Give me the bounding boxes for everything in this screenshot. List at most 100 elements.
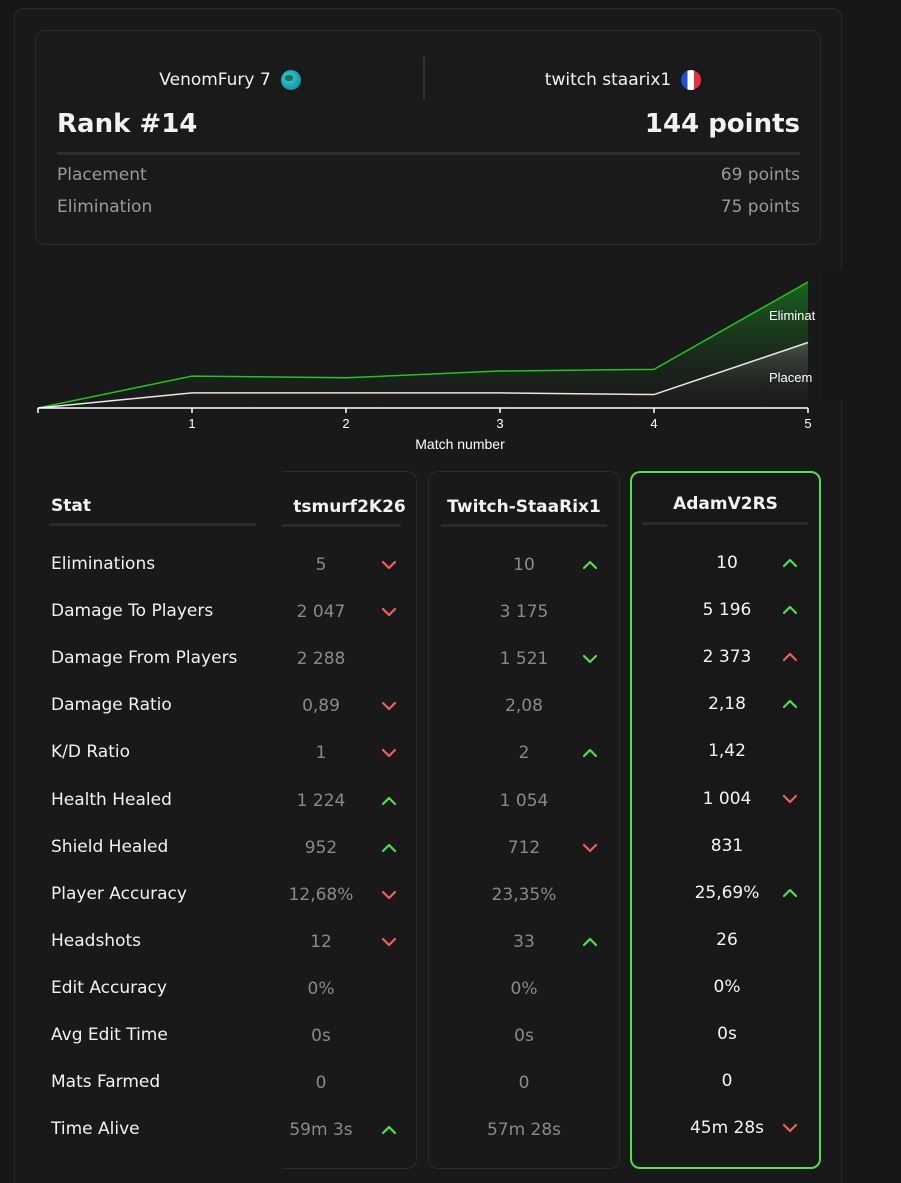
- stat-label: Time Alive: [51, 1119, 140, 1140]
- player-2[interactable]: twitch staarix1: [424, 65, 822, 95]
- stat-label: Headshots: [51, 930, 142, 951]
- stat-label: Shield Healed: [51, 836, 169, 857]
- player-1[interactable]: VenomFury 7: [36, 65, 424, 95]
- rank-summary-card: VenomFury 7 twitch staarix1 Rank #14 144…: [35, 30, 821, 245]
- header-rule: [49, 523, 256, 526]
- stat-header: Stat: [51, 496, 91, 516]
- stat-label: Player Accuracy: [51, 883, 187, 904]
- trend-up-icon: [382, 796, 396, 806]
- stat-value: 2,18: [708, 694, 746, 715]
- stat-label: K/D Ratio: [51, 742, 131, 763]
- header-rule: [282, 524, 401, 527]
- stat-value: 10: [513, 555, 535, 575]
- divider: [57, 152, 800, 155]
- series-area-1: [38, 342, 808, 408]
- stat-value: 33: [513, 931, 535, 952]
- stat-value: 0: [721, 1071, 733, 1092]
- stat-value: 0,89: [302, 696, 340, 717]
- player-column-1: tsmurf2K26 5 2 047 2 288 0,89 1 1 224 952 12,68…: [282, 471, 417, 1169]
- trend-up-icon: [382, 1125, 396, 1135]
- stat-label: Damage From Players: [51, 648, 238, 669]
- stat-value: 23,35%: [491, 884, 557, 905]
- stat-value: 1 004: [702, 788, 752, 809]
- stat-value: 59m 3s: [289, 1120, 353, 1141]
- player-2-name: twitch staarix1: [544, 70, 672, 90]
- trend-down-icon: [382, 560, 396, 570]
- column-header-3: AdamV2RS: [673, 494, 778, 514]
- stat-value: 0s: [311, 1026, 331, 1046]
- trend-up-icon: [783, 699, 797, 709]
- placement-label: Placement: [57, 165, 147, 185]
- x-axis-label: Match number: [415, 436, 505, 452]
- elimination-value: 75 points: [720, 197, 800, 217]
- stat-value: 5: [315, 555, 327, 575]
- rank-title: Rank #14: [57, 109, 198, 139]
- trend-down-icon: [382, 890, 396, 900]
- stat-value: 26: [716, 929, 738, 950]
- column-header-1: tsmurf2K26: [293, 497, 406, 517]
- x-tick-label: 3: [496, 416, 503, 431]
- series-label: Eliminat: [769, 308, 816, 323]
- stat-label-column: Stat Eliminations Damage To Players Damage…: [35, 471, 275, 1171]
- stat-value: 1 521: [499, 649, 549, 670]
- stat-value: 2 047: [296, 602, 346, 623]
- trend-down-icon: [382, 748, 396, 758]
- stat-value: 12,68%: [288, 884, 354, 905]
- chart-edge-mask: [821, 270, 901, 400]
- trend-up-icon: [583, 937, 597, 947]
- stat-value: 0%: [713, 976, 741, 997]
- points-chart-svg: 1 2 3 4 5 Match number Eliminat Placem: [37, 270, 901, 452]
- x-tick-label: 2: [342, 416, 349, 431]
- series-area-0: [38, 282, 808, 408]
- stat-value: 0: [315, 1073, 327, 1094]
- trend-up-icon: [583, 560, 597, 570]
- stat-label: Damage To Players: [51, 601, 214, 622]
- stat-value: 0%: [307, 978, 335, 999]
- stat-value: 1 224: [296, 790, 346, 811]
- stat-label: Mats Farmed: [51, 1072, 161, 1093]
- stat-value: 1: [315, 743, 327, 764]
- player-column-2: Twitch-StaaRix1 10 3 175 1 521 2,08 2 1 054 71…: [428, 471, 620, 1169]
- stat-value: 2: [518, 743, 530, 764]
- series-line-0: [37, 281, 809, 409]
- elimination-label: Elimination: [57, 197, 153, 217]
- stat-value: 5 196: [702, 600, 752, 621]
- stat-value: 0s: [514, 1026, 534, 1046]
- player-column-3-selected[interactable]: AdamV2RS 10 5 196 2 373 2,18 1,42 1 004 831 25,…: [630, 471, 821, 1169]
- trend-down-icon: [583, 843, 597, 853]
- trend-up-icon: [382, 843, 396, 853]
- stat-label: Edit Accuracy: [51, 977, 167, 998]
- trend-down-icon: [382, 701, 396, 711]
- trend-up-icon: [583, 748, 597, 758]
- france-flag-icon: [681, 70, 702, 90]
- stat-value: 10: [716, 553, 738, 573]
- stat-value: 57m 28s: [486, 1120, 562, 1141]
- stat-value: 2,08: [505, 696, 543, 717]
- header-rule: [441, 524, 607, 527]
- stat-value: 0: [518, 1073, 530, 1094]
- x-tick-label: 4: [650, 416, 657, 431]
- stat-label: Avg Edit Time: [51, 1025, 168, 1045]
- stat-value: 1,42: [708, 741, 746, 762]
- trend-down-icon: [783, 794, 797, 804]
- stat-value: 712: [507, 837, 541, 858]
- series-label: Placem: [769, 370, 812, 385]
- trend-down-icon: [583, 654, 597, 664]
- trend-up-icon: [783, 888, 797, 898]
- total-points: 144 points: [644, 109, 800, 139]
- stat-value: 831: [710, 835, 744, 856]
- stat-value: 3 175: [499, 602, 549, 623]
- stat-label: Health Healed: [51, 789, 172, 810]
- stat-value: 25,69%: [694, 882, 760, 903]
- stat-label: Eliminations: [51, 554, 156, 574]
- trend-up-icon: [783, 558, 797, 568]
- stat-value: 12: [310, 931, 332, 952]
- stat-value: 2 288: [296, 649, 346, 670]
- trend-down-icon: [382, 607, 396, 617]
- globe-icon: [280, 70, 301, 90]
- stat-value: 0s: [717, 1024, 737, 1044]
- header-rule: [642, 522, 808, 525]
- series-line-1: [37, 341, 809, 409]
- player-divider: [423, 57, 425, 99]
- trend-up-icon: [783, 652, 797, 662]
